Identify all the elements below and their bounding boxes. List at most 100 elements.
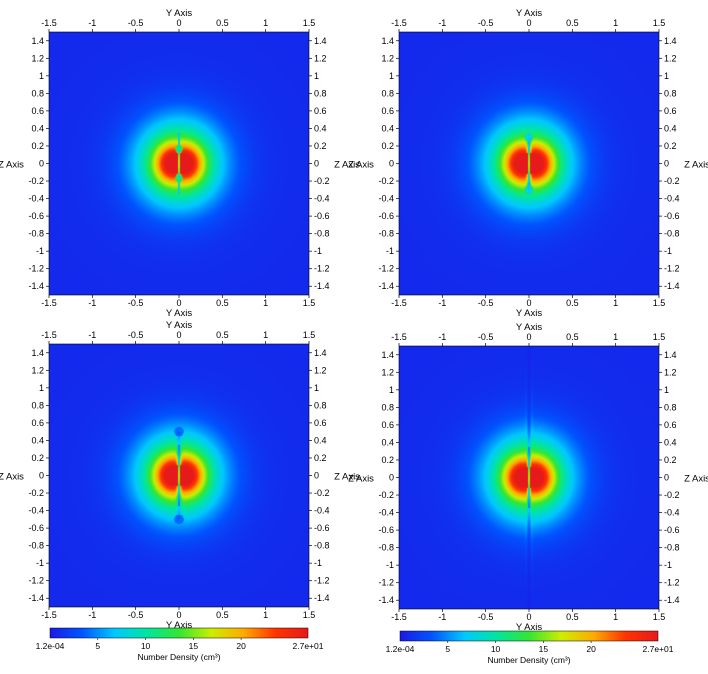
y-tick-label-right: 0.4 bbox=[314, 435, 327, 445]
y-tick-label-left: -0.8 bbox=[378, 543, 394, 553]
y-tick-label-right: -0.4 bbox=[314, 506, 330, 516]
colorbar-title: Number Density (cm³) bbox=[137, 652, 220, 662]
x-tick-label-bottom: 1.5 bbox=[303, 298, 316, 308]
x-tick-label-bottom: 1 bbox=[263, 610, 268, 620]
colorbar-min-label: 1.2e-04 bbox=[36, 641, 65, 651]
y-tick-label-left: 0.8 bbox=[31, 88, 44, 98]
colorbar-2: 1.2e-04 2.7e+01 5 10 15 20 Number Density (cm³… bbox=[386, 630, 674, 665]
y-tick-label-right: 0.6 bbox=[664, 106, 677, 116]
y-tick-label-left: 0.2 bbox=[381, 455, 394, 465]
y-tick-label-right: -0.2 bbox=[664, 490, 680, 500]
x-tick-label-bottom: -0.5 bbox=[478, 612, 494, 622]
y-tick-label-right: 1.4 bbox=[314, 348, 327, 358]
y-tick-label-left: 0.8 bbox=[381, 402, 394, 412]
x-tick-label-bottom: 1.5 bbox=[653, 298, 666, 308]
y-tick-label-right: 0.6 bbox=[314, 106, 327, 116]
x-tick-label-top: 1.5 bbox=[303, 18, 316, 28]
y-tick-label-right: 0.2 bbox=[314, 453, 327, 463]
y-tick-label-right: 1 bbox=[664, 385, 669, 395]
y-tick-label-left: 0.8 bbox=[31, 400, 44, 410]
y-tick-label-right: -0.6 bbox=[314, 211, 330, 221]
x-tick-label-top: 0.5 bbox=[566, 332, 579, 342]
y-tick-label-right: 1 bbox=[314, 71, 319, 81]
y-tick-label-right: -0.6 bbox=[314, 523, 330, 533]
y-tick-label-left: -1.2 bbox=[28, 264, 44, 274]
x-tick-label-bottom: 1.5 bbox=[303, 610, 316, 620]
y-axis-label-right: Z Axis bbox=[334, 160, 360, 171]
x-axis-label-top: Y Axis bbox=[166, 8, 192, 19]
y-tick-label-right: 1.2 bbox=[664, 367, 677, 377]
x-tick-label-bottom: 1.5 bbox=[653, 612, 666, 622]
y-tick-label-right: 1 bbox=[314, 383, 319, 393]
x-tick-label-top: 0.5 bbox=[216, 330, 229, 340]
colorbar-ramp bbox=[399, 630, 659, 642]
y-tick-label-left: -1.2 bbox=[378, 578, 394, 588]
y-tick-label-left: 0.6 bbox=[31, 418, 44, 428]
y-tick-label-left: -1.2 bbox=[28, 576, 44, 586]
y-tick-label-left: 0.6 bbox=[381, 420, 394, 430]
y-tick-label-left: -0.8 bbox=[28, 229, 44, 239]
y-tick-label-right: -1.2 bbox=[664, 578, 680, 588]
x-axis-label-bottom: Y Axis bbox=[516, 308, 542, 319]
x-tick-label-top: 1 bbox=[263, 330, 268, 340]
y-tick-label-right: -1 bbox=[664, 560, 672, 570]
x-tick-label-top: -0.5 bbox=[128, 18, 144, 28]
colorbar-tick-label: 5 bbox=[445, 644, 450, 654]
y-tick-label-left: -1.4 bbox=[28, 281, 44, 291]
x-tick-label-bottom: 0.5 bbox=[216, 610, 229, 620]
y-tick-label-left: 1 bbox=[389, 385, 394, 395]
y-tick-label-right: -0.6 bbox=[664, 525, 680, 535]
y-tick-label-right: -1.4 bbox=[664, 281, 680, 291]
x-tick-label-bottom: 1 bbox=[613, 612, 618, 622]
y-tick-label-left: -1 bbox=[36, 558, 44, 568]
x-tick-label-top: -1.5 bbox=[41, 18, 57, 28]
y-tick-label-left: -0.2 bbox=[378, 176, 394, 186]
y-tick-label-right: 0.8 bbox=[314, 88, 327, 98]
y-tick-label-left: 1 bbox=[39, 383, 44, 393]
x-axis-label-bottom: Y Axis bbox=[166, 308, 192, 319]
y-tick-label-left: -0.6 bbox=[378, 211, 394, 221]
y-tick-label-right: -0.4 bbox=[314, 194, 330, 204]
y-tick-label-right: 1.4 bbox=[664, 350, 677, 360]
x-axis-label-bottom: Y Axis bbox=[516, 622, 542, 633]
x-tick-label-top: -0.5 bbox=[128, 330, 144, 340]
y-tick-label-right: -1.4 bbox=[314, 281, 330, 291]
y-tick-label-left: 0 bbox=[39, 471, 44, 481]
x-tick-label-top: -1.5 bbox=[391, 18, 407, 28]
y-tick-label-right: -0.6 bbox=[664, 211, 680, 221]
density-panel-3: -1.5 -1.5 -1 -1 -0.5 -0.5 0 0 0.5 0.5 1 1 1.5 1.5 Y Ax… bbox=[0, 320, 360, 631]
y-tick-label-right: -0.2 bbox=[314, 176, 330, 186]
y-tick-label-right: -1.2 bbox=[314, 264, 330, 274]
x-tick-label-bottom: 1 bbox=[613, 298, 618, 308]
y-tick-label-left: 0.4 bbox=[31, 435, 44, 445]
y-tick-label-left: -0.4 bbox=[28, 194, 44, 204]
x-tick-label-bottom: 0 bbox=[526, 298, 531, 308]
x-tick-label-top: 0 bbox=[176, 330, 181, 340]
y-tick-label-right: 1.4 bbox=[314, 36, 327, 46]
y-tick-label-left: 0 bbox=[39, 159, 44, 169]
y-tick-label-right: -0.8 bbox=[664, 229, 680, 239]
y-tick-label-right: -0.8 bbox=[664, 543, 680, 553]
y-tick-label-right: 0.4 bbox=[664, 123, 677, 133]
y-tick-label-right: 1.2 bbox=[664, 53, 677, 63]
x-tick-label-bottom: -1.5 bbox=[41, 610, 57, 620]
x-tick-label-bottom: 0.5 bbox=[566, 298, 579, 308]
y-tick-label-right: 0.8 bbox=[664, 402, 677, 412]
y-tick-label-right: -1 bbox=[664, 246, 672, 256]
y-axis-label-right: Z Axis bbox=[684, 474, 708, 485]
x-tick-label-bottom: -1 bbox=[438, 612, 446, 622]
y-tick-label-left: 1 bbox=[39, 71, 44, 81]
x-tick-label-bottom: 0 bbox=[176, 610, 181, 620]
y-tick-label-right: -0.4 bbox=[664, 508, 680, 518]
y-tick-label-left: -0.2 bbox=[378, 490, 394, 500]
colorbar-tick-label: 20 bbox=[236, 641, 246, 651]
y-tick-label-left: 1.4 bbox=[381, 36, 394, 46]
x-tick-label-top: -1 bbox=[88, 18, 96, 28]
x-tick-label-top: -0.5 bbox=[478, 332, 494, 342]
y-axis-label-right: Z Axis bbox=[684, 160, 708, 171]
colorbar-title: Number Density (cm³) bbox=[487, 655, 570, 665]
y-tick-label-right: 0 bbox=[664, 159, 669, 169]
colorbar-max-label: 2.7e+01 bbox=[643, 644, 674, 654]
y-tick-label-left: -1.2 bbox=[378, 264, 394, 274]
y-tick-label-left: -1 bbox=[386, 560, 394, 570]
